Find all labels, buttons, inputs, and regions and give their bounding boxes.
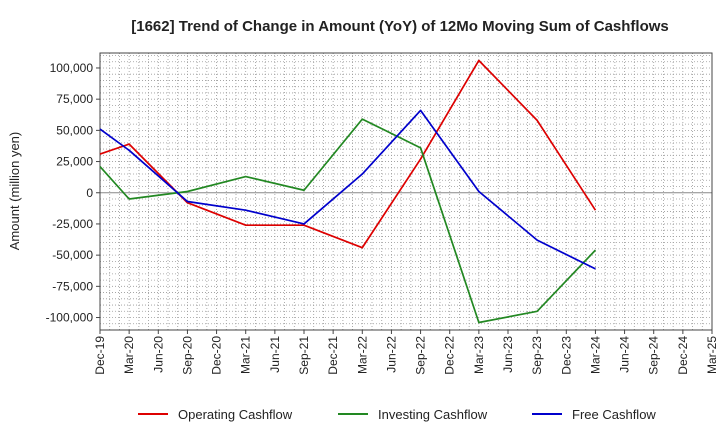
plot-frame <box>99 52 713 331</box>
legend-item-operating: Operating Cashflow <box>138 407 293 422</box>
legend-item-free: Free Cashflow <box>532 407 656 422</box>
legend: Operating Cashflow Investing Cashflow Fr… <box>138 407 656 422</box>
y-axis-label: Amount (million yen) <box>7 132 22 251</box>
y-tick-label: 100,000 <box>50 61 94 75</box>
legend-label-free: Free Cashflow <box>572 407 656 422</box>
y-tick-label: 0 <box>86 186 93 200</box>
y-tick-label: -25,000 <box>52 217 93 231</box>
y-tick-label: -100,000 <box>46 311 94 325</box>
x-tick-label: Sep-22 <box>414 336 428 375</box>
x-tick-label: Dec-22 <box>443 336 457 375</box>
x-tick-label: Mar-25 <box>705 336 719 374</box>
series-line-free-cashflow <box>99 109 596 270</box>
y-tick-label: 75,000 <box>56 92 93 106</box>
y-tick-label: 25,000 <box>56 155 93 169</box>
y-tick-label: -50,000 <box>52 248 93 262</box>
x-tick-label: Mar-21 <box>239 336 253 374</box>
legend-item-investing: Investing Cashflow <box>338 407 488 422</box>
legend-label-operating: Operating Cashflow <box>178 407 293 422</box>
x-tick-label: Jun-22 <box>384 336 398 373</box>
y-tick-label: 50,000 <box>56 123 93 137</box>
grid-lines <box>100 53 712 330</box>
x-tick-label: Sep-24 <box>647 336 661 375</box>
x-tick-label: Jun-24 <box>618 336 632 373</box>
x-tick-label: Sep-21 <box>297 336 311 375</box>
x-tick-labels: Dec-19 Mar-20 Jun-20 Sep-20 Dec-20 Mar-21 Jun-… <box>93 330 719 375</box>
series-line-operating-cashflow <box>99 59 597 249</box>
x-tick-label: Dec-19 <box>93 336 107 375</box>
legend-label-investing: Investing Cashflow <box>378 407 488 422</box>
x-tick-label: Dec-23 <box>559 336 573 375</box>
series-lines <box>99 59 597 324</box>
x-tick-label: Jun-23 <box>501 336 515 373</box>
y-tick-label: -75,000 <box>52 279 93 293</box>
series-line-investing-cashflow <box>99 118 597 324</box>
x-tick-label: Jun-21 <box>268 336 282 373</box>
x-tick-label: Mar-22 <box>355 336 369 374</box>
x-tick-label: Sep-23 <box>530 336 544 375</box>
x-tick-label: Dec-20 <box>210 336 224 375</box>
x-tick-label: Jun-20 <box>151 336 165 373</box>
y-tick-labels: 100,000 75,000 50,000 25,000 0 -25,000 -50,000… <box>46 61 100 325</box>
x-tick-label: Dec-24 <box>676 336 690 375</box>
chart-title: [1662] Trend of Change in Amount (YoY) o… <box>131 18 669 35</box>
x-tick-label: Dec-21 <box>326 336 340 375</box>
x-tick-label: Sep-20 <box>180 336 194 375</box>
x-tick-label: Mar-20 <box>122 336 136 374</box>
x-tick-label: Mar-23 <box>472 336 486 374</box>
x-tick-label: Mar-24 <box>588 336 602 374</box>
